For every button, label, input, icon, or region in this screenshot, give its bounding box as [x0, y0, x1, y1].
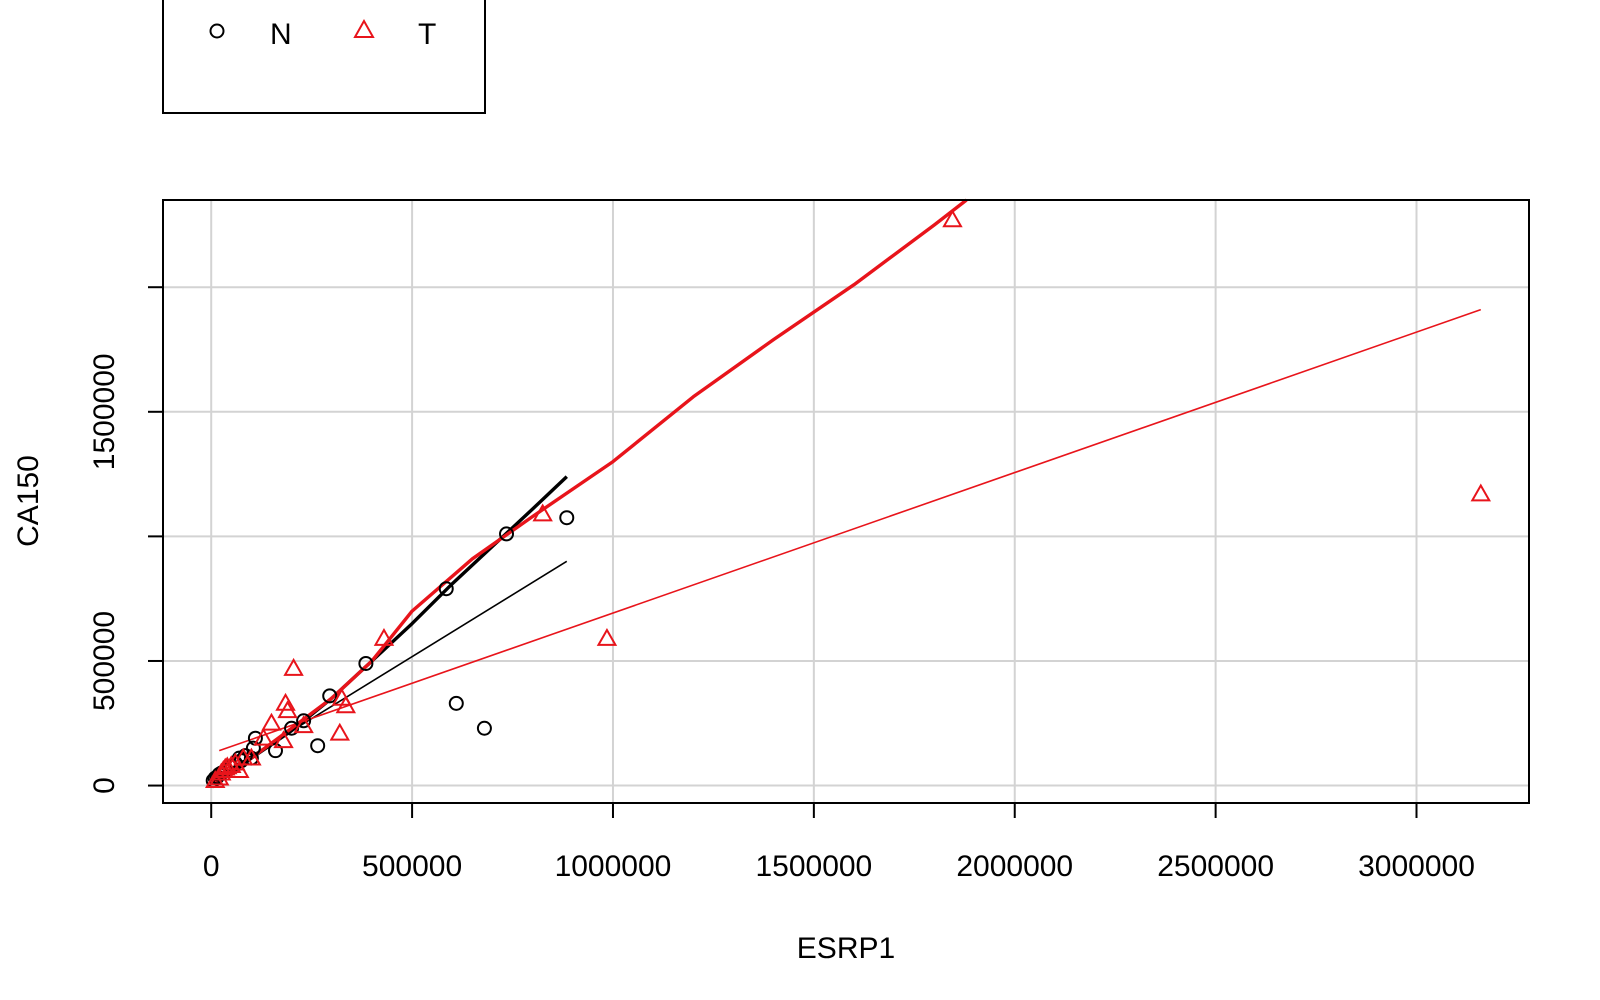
x-axis-title: ESRP1 — [797, 932, 895, 965]
y-tick-label-0: 0 — [88, 777, 121, 794]
legend: N T — [162, 0, 486, 114]
legend-box — [162, 0, 486, 114]
x-tick-label-2: 1000000 — [555, 850, 672, 883]
point-t-14 — [275, 692, 296, 711]
point-t-11 — [253, 727, 274, 746]
x-tick-label-5: 2500000 — [1157, 850, 1274, 883]
point-n-20 — [438, 581, 454, 597]
point-t-25 — [1470, 483, 1492, 502]
point-t-23 — [596, 628, 618, 646]
x-tick-label-4: 2000000 — [956, 850, 1073, 883]
point-t-12 — [261, 712, 282, 731]
series-layer — [205, 198, 1492, 789]
x-tick-label-3: 1500000 — [755, 850, 872, 883]
legend-entry-n: N — [209, 18, 292, 51]
point-n-17 — [310, 738, 326, 754]
point-t-16 — [283, 657, 304, 676]
legend-entry-t: T — [353, 18, 436, 51]
x-tick-label-6: 3000000 — [1358, 850, 1475, 883]
point-t-8 — [229, 760, 250, 778]
point-t-21 — [373, 628, 395, 646]
point-n-16 — [296, 713, 312, 729]
point-t-24 — [942, 209, 963, 228]
legend-triangle-marker — [353, 18, 375, 38]
point-n-23 — [499, 526, 515, 542]
legend-label-t: T — [418, 18, 436, 51]
point-n-19 — [358, 655, 374, 671]
point-t-18 — [329, 722, 350, 741]
point-t-13 — [273, 730, 294, 749]
x-tick-label-1: 500000 — [362, 850, 462, 883]
point-t-22 — [532, 503, 553, 522]
point-n-14 — [267, 743, 283, 759]
x-tick-label-0: 0 — [203, 850, 220, 883]
point-t-5 — [217, 756, 238, 775]
point-t-20 — [335, 695, 357, 714]
point-t-15 — [277, 700, 298, 719]
grid-lines — [163, 200, 1529, 803]
legend-label-n: N — [270, 18, 292, 51]
y-tick-label-1: 500000 — [88, 611, 121, 711]
y-axis: 0 500000 1500000 — [88, 286, 164, 794]
point-t-4 — [215, 757, 236, 776]
point-n-18 — [322, 688, 338, 704]
point-n-21 — [448, 695, 464, 711]
y-axis-title: CA150 — [12, 455, 45, 547]
fit-line-t — [218, 308, 1482, 752]
point-n-24 — [559, 510, 575, 526]
point-t-10 — [241, 747, 262, 766]
legend-circle-marker — [209, 23, 225, 39]
point-t-17 — [293, 715, 314, 734]
points-layer — [205, 209, 1492, 789]
y-tick-label-3: 1500000 — [88, 353, 121, 470]
x-axis: 0 500000 1000000 1500000 2000000 2500000 30000… — [203, 802, 1475, 883]
point-n-22 — [476, 720, 492, 736]
